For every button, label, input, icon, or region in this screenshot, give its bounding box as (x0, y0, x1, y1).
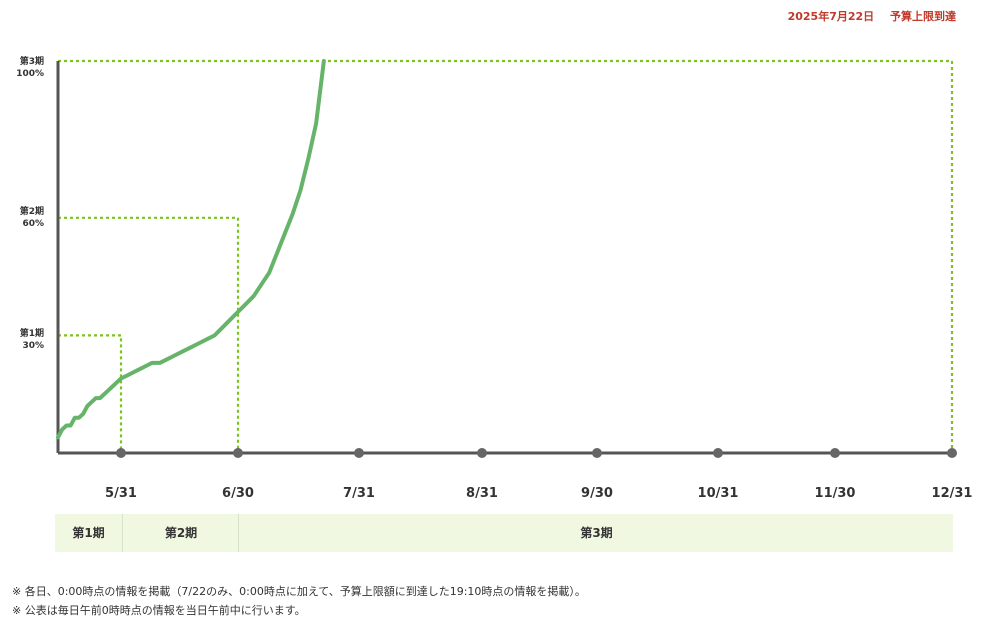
x-tick-marker-5-31 (116, 448, 126, 458)
x-tick-marker-12-31 (947, 448, 957, 458)
y-label-period1-pct: 30% (22, 341, 44, 351)
x-tick-label: 8/31 (466, 486, 498, 501)
period-3: 第3期 (238, 514, 954, 552)
x-tick-marker-9-30 (592, 448, 602, 458)
y-label-period2: 第2期 60% (0, 206, 44, 230)
y-label-period3-name: 第3期 (19, 57, 44, 67)
x-tick-marker-7-31 (354, 448, 364, 458)
status-text: 予算上限到達 (890, 10, 956, 23)
threshold-line-3 (58, 59, 954, 453)
period-1: 第1期 (72, 526, 105, 540)
footnote-1: ※ 各日、0:00時点の情報を掲載（7/22のみ、0:00時点に加えて、予算上限… (12, 585, 586, 598)
x-tick-marker-11-30 (830, 448, 840, 458)
footnotes: ※ 各日、0:00時点の情報を掲載（7/22のみ、0:00時点に加えて、予算上限… (12, 582, 586, 620)
period-band: 第1期 第2期 第3期 (55, 514, 953, 552)
y-label-period3: 第3期 100% (0, 56, 44, 80)
x-tick-label: 9/30 (581, 486, 613, 501)
x-tick-marker-10-31 (713, 448, 723, 458)
threshold-line-1 (58, 334, 123, 453)
y-label-period2-pct: 60% (22, 219, 44, 229)
x-tick-label: 5/31 (105, 486, 137, 501)
y-label-period1: 第1期 30% (0, 328, 44, 352)
x-tick-marker-6-30 (233, 448, 243, 458)
x-tick-label: 6/30 (222, 486, 254, 501)
x-tick-label: 7/31 (343, 486, 375, 501)
y-label-period3-pct: 100% (16, 69, 44, 79)
status-date: 2025年7月22日 (787, 10, 875, 23)
y-label-period2-name: 第2期 (19, 207, 44, 217)
series-line-1 (56, 59, 326, 440)
footnote-2: ※ 公表は毎日午前0時時点の情報を当日午前中に行います。 (12, 604, 306, 617)
y-label-period1-name: 第1期 (19, 329, 44, 339)
threshold-line-2 (58, 216, 240, 453)
x-tick-label: 10/31 (697, 486, 739, 501)
budget-status: 2025年7月22日 予算上限到達 (776, 8, 956, 24)
x-tick-label: 12/31 (931, 486, 973, 501)
period-2: 第2期 (122, 514, 239, 552)
x-tick-label: 11/30 (814, 486, 856, 501)
x-tick-marker-8-31 (477, 448, 487, 458)
